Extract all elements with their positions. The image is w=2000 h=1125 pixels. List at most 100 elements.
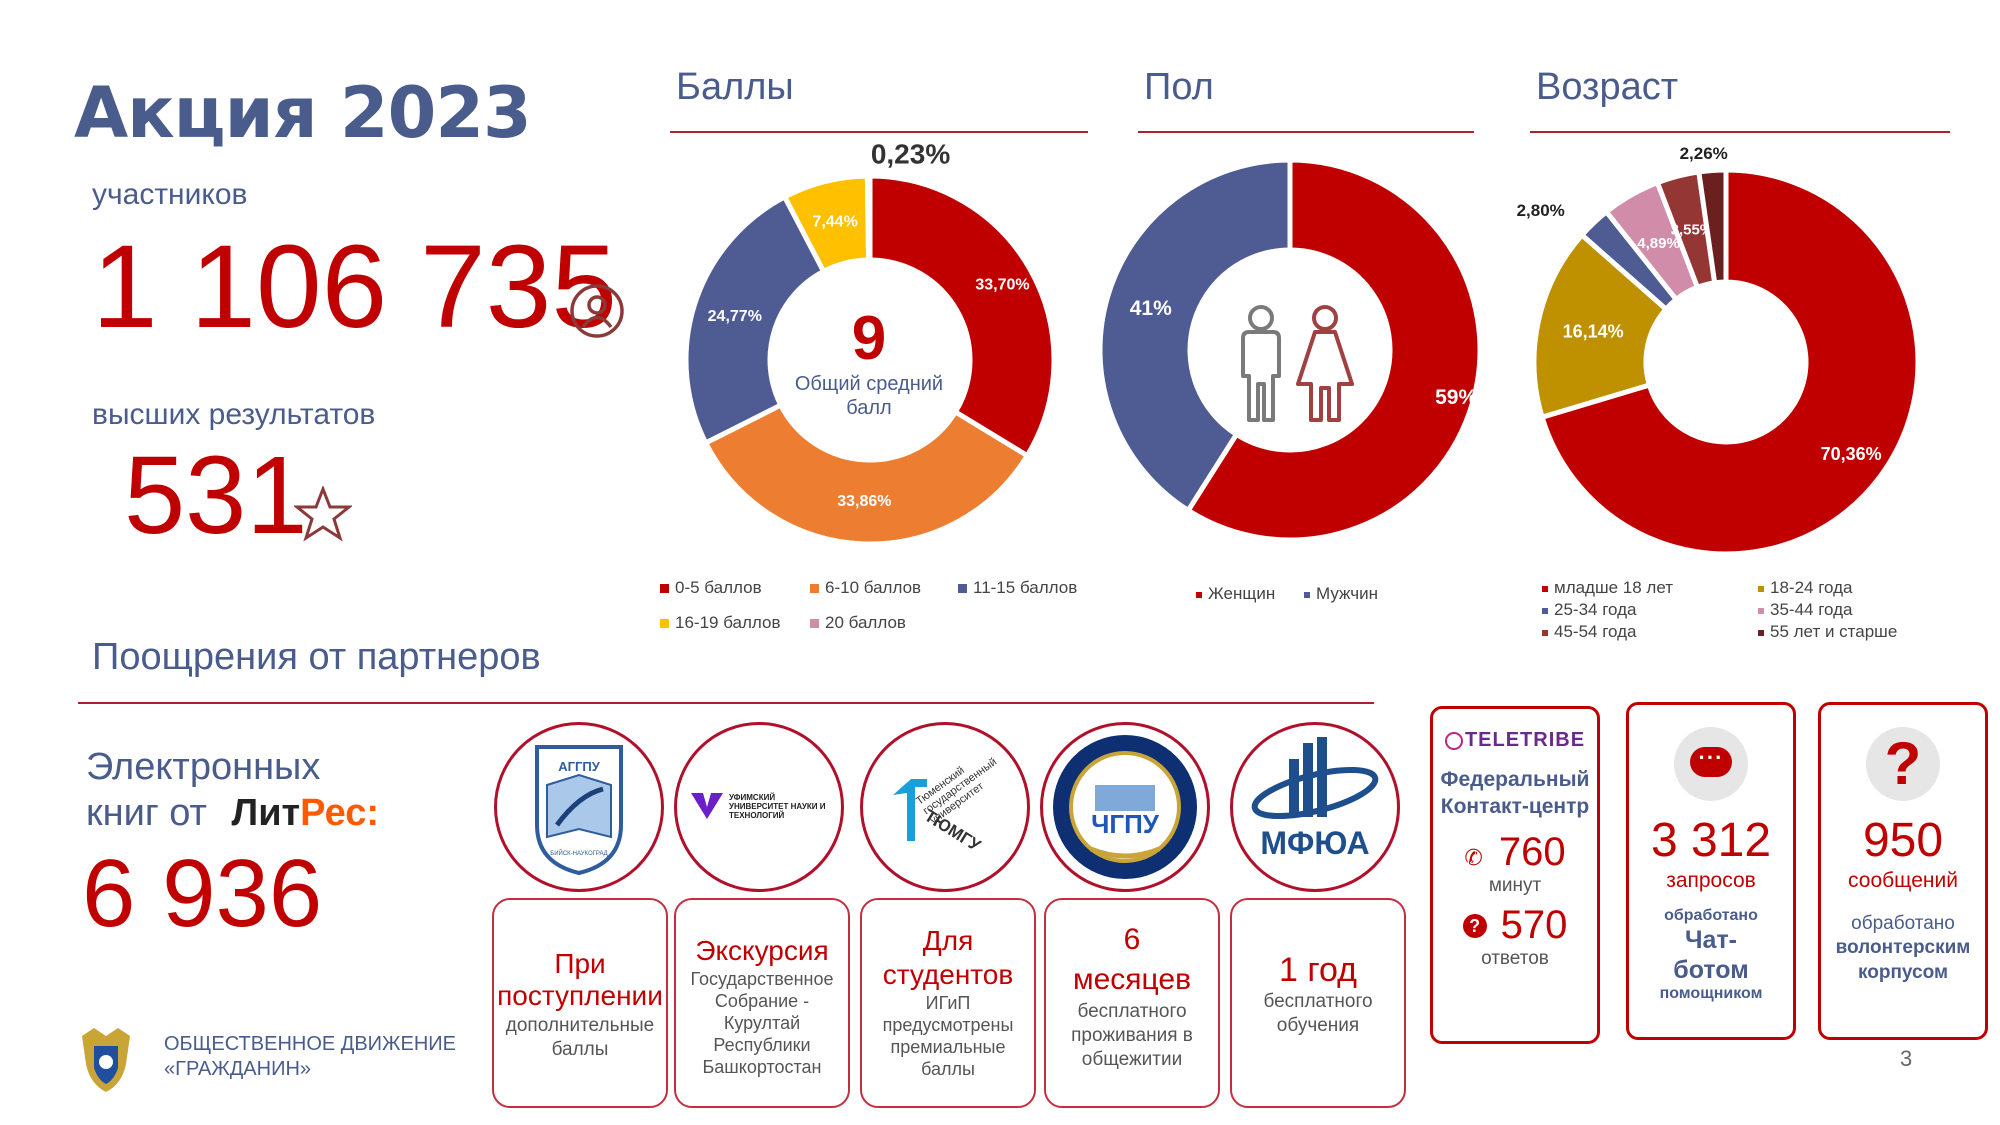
data-label: 4,89% [1637, 235, 1680, 252]
divider [78, 702, 1374, 704]
legend-label: 11-15 баллов [973, 578, 1078, 597]
partner-logo-tyumgu: Тюменский государственный университет ТЮ… [860, 722, 1030, 892]
partner-logo-mfua: МФЮА [1230, 722, 1400, 892]
legend-swatch [1542, 629, 1548, 636]
ebooks-label-line2: книг от [86, 792, 207, 834]
divider [1138, 131, 1474, 133]
legend-swatch [1758, 607, 1764, 614]
card-title: Для студентов [882, 925, 1014, 990]
question-mark-icon: ? [1866, 727, 1940, 801]
donut-slice [1695, 167, 1729, 286]
data-label: 7,44% [812, 214, 857, 231]
legend-swatch [1758, 585, 1764, 592]
legend-label: Женщин [1208, 584, 1276, 603]
legend-label: младше 18 лет [1554, 578, 1674, 597]
data-label: 2,26% [1680, 144, 1728, 163]
legend-swatch [1304, 591, 1310, 598]
org-name-line1: ОБЩЕСТВЕННОЕ ДВИЖЕНИЕ [164, 1033, 457, 1055]
legend-item: Мужчин [1304, 584, 1378, 604]
chart-title-age: Возраст [1536, 66, 1679, 108]
data-label: 33,86% [837, 493, 891, 510]
chat-icon: ··· [1674, 727, 1748, 801]
scores-center: 9 Общий средний балл [784, 306, 954, 420]
chatbot-sub3: помощником [1659, 985, 1763, 1002]
aggpu-caption-bottom: БИЙСК-НАУКОГРАД [550, 851, 608, 857]
legend-item: младше 18 лет [1542, 578, 1673, 598]
divider [670, 131, 1088, 133]
card-subtitle: ИГиП предусмотрены премиальные баллы [882, 993, 1014, 1079]
uust-caption: УФИМСКИЙ УНИВЕРСИТЕТ НАУКИ И ТЕХНОЛОГИЙ [729, 793, 826, 820]
teletribe-logo: TELETRIBE [1433, 729, 1597, 752]
org-name: ОБЩЕСТВЕННОЕ ДВИЖЕНИЕ «ГРАЖДАНИН» [164, 1032, 456, 1082]
volunteers-sub1: обработано [1851, 913, 1955, 934]
legend-swatch [660, 584, 669, 594]
data-label: 59% [1435, 386, 1477, 409]
data-label: 0,23% [871, 140, 950, 169]
ebooks-label-line1: Электронных [86, 746, 321, 788]
donut-slice [1538, 167, 1921, 557]
question-icon: ? [1462, 913, 1487, 938]
data-label: 70,36% [1821, 444, 1882, 464]
card-title: 1 год [1278, 951, 1357, 989]
partner-card: Для студентов ИГиП предусмотрены премиал… [860, 898, 1036, 1108]
chgpu-brand: ЧГПУ [1091, 809, 1159, 839]
legend-item: 6-10 баллов [810, 578, 921, 598]
divider [1530, 131, 1950, 133]
ebooks-label: Электронных книг от ЛитРес: [86, 744, 379, 836]
legend-swatch [1196, 591, 1202, 598]
litres-logo-part1: Лит [231, 792, 301, 834]
legend-label: 6-10 баллов [825, 578, 922, 597]
card-title: Экскурсия [695, 935, 829, 966]
gender-donut-chart: 59% 41% [1097, 157, 1483, 543]
participants-label: участников [92, 178, 248, 211]
average-score-value: 9 [851, 304, 887, 373]
mfua-brand: МФЮА [1260, 825, 1370, 861]
chatbot-sub1: обработано [1664, 907, 1758, 924]
page-title: Акция 2023 [74, 72, 532, 154]
legend-label: 0-5 баллов [675, 578, 762, 597]
legend-item: 45-54 года [1542, 622, 1637, 642]
donut-slice [702, 401, 1031, 547]
teletribe-answers: ? 570 [1433, 903, 1597, 948]
teletribe-brand: TELETRIBE [1464, 729, 1586, 751]
teletribe-card: TELETRIBE Федеральный Контакт-центр ✆ 760… [1430, 706, 1600, 1044]
partner-logo-aggpu: АГГПУ БИЙСК-НАУКОГРАД [494, 722, 664, 892]
top-results-value: 531 [124, 434, 308, 557]
chatbot-value: 3 312 [1650, 814, 1772, 867]
card-title: 6 месяцев [1072, 923, 1192, 996]
partner-logo-uust: УФИМСКИЙ УНИВЕРСИТЕТ НАУКИ И ТЕХНОЛОГИЙ [674, 722, 844, 892]
legend-label: 20 баллов [825, 613, 906, 632]
card-subtitle: дополнительные баллы [505, 1015, 655, 1060]
legend-swatch [810, 619, 819, 629]
volunteers-label: сообщений [1848, 869, 1958, 892]
data-label: 24,77% [708, 308, 762, 325]
chatbot-sub2: Чат-ботом [1673, 926, 1749, 984]
card-subtitle: Государственное Собрание - Курултай Респ… [690, 969, 834, 1077]
litres-logo-part2: Рес: [300, 792, 379, 834]
card-title: При поступлении [497, 948, 663, 1011]
card-subtitle: бесплатного обучения [1263, 991, 1373, 1036]
page-number: 3 [1900, 1046, 1913, 1071]
legend-item: 25-34 года [1542, 600, 1637, 620]
legend-label: 18-24 года [1770, 578, 1853, 597]
org-name-line2: «ГРАЖДАНИН» [164, 1058, 312, 1080]
litres-logo: ЛитРес: [232, 792, 379, 834]
legend-label: 35-44 года [1770, 600, 1853, 619]
donut-slice [1184, 157, 1483, 543]
partner-card: 1 год бесплатного обучения [1230, 898, 1406, 1108]
card-subtitle: бесплатного проживания в общежитии [1071, 1001, 1193, 1070]
legend-label: 55 лет и старше [1770, 622, 1898, 641]
chart-title-scores: Баллы [676, 66, 794, 108]
uust-mark [691, 793, 723, 819]
data-label: 41% [1130, 297, 1172, 320]
donut-slice [1097, 157, 1293, 514]
chart-title-gender: Пол [1144, 66, 1214, 108]
chatbot-card: ··· 3 312 запросов обработано Чат-ботом … [1626, 702, 1796, 1040]
legend-item: 18-24 года [1758, 578, 1853, 598]
legend-item: 35-44 года [1758, 600, 1853, 620]
chatbot-label: запросов [1666, 869, 1756, 892]
average-score-label: Общий средний балл [794, 373, 944, 419]
legend-label: Мужчин [1316, 584, 1378, 603]
legend-item: 0-5 баллов [660, 578, 762, 598]
legend-swatch [1758, 629, 1764, 636]
